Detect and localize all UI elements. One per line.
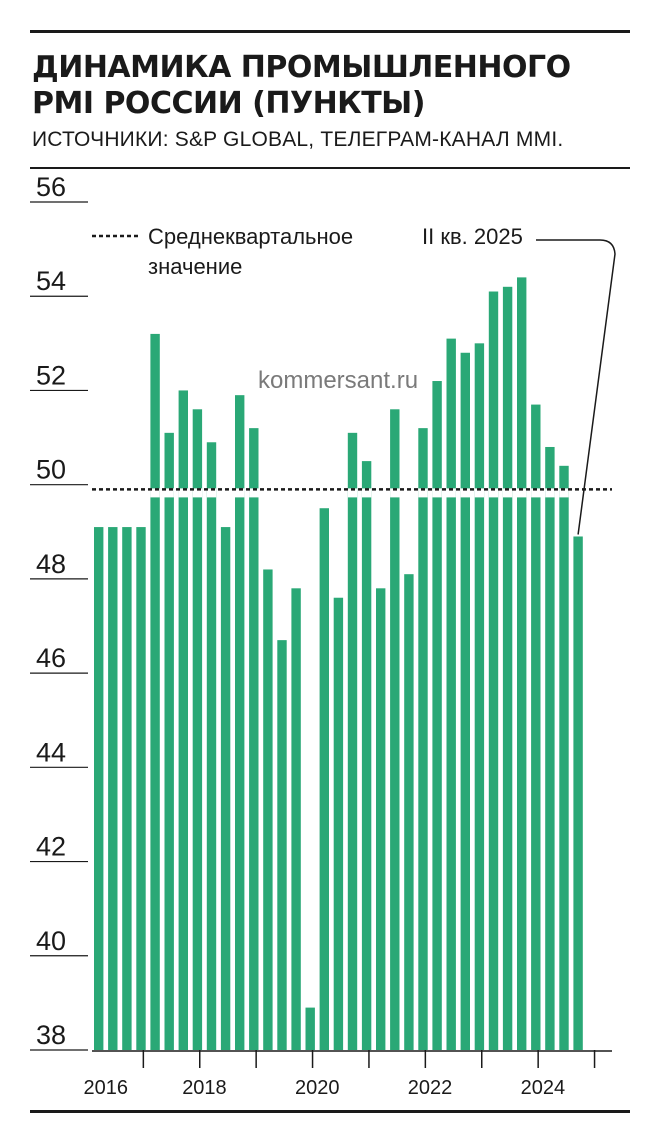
bar-4	[136, 527, 146, 1050]
y-tick-label-48: 48	[36, 549, 66, 579]
chart-title: ДИНАМИКА ПРОМЫШЛЕННОГО PMI РОССИИ (ПУНКТ…	[32, 50, 632, 122]
legend-label-line-2: значение	[148, 254, 242, 279]
bar-22	[390, 409, 400, 1050]
bar-35	[573, 536, 583, 1050]
bar-5-gap	[150, 488, 160, 498]
x-tick-label-2020: 2020	[295, 1077, 340, 1099]
bar-25-gap	[432, 488, 442, 498]
bar-30	[502, 286, 513, 1050]
bar-29	[488, 291, 499, 1050]
bar-32	[531, 404, 541, 1051]
chart-title-line-2: PMI РОССИИ (ПУНКТЫ)	[32, 86, 425, 121]
bar-27	[460, 352, 470, 1050]
header-rule	[30, 167, 630, 169]
bar-17	[319, 508, 329, 1051]
x-tick-label-2022: 2022	[408, 1077, 453, 1099]
bar-34-gap	[559, 488, 569, 498]
bar-28-gap	[474, 488, 485, 498]
bar-6	[164, 432, 174, 1051]
bar-21	[376, 588, 386, 1050]
bar-2	[108, 527, 118, 1050]
bar-1	[94, 527, 104, 1050]
bar-25	[432, 381, 442, 1050]
bar-19-gap	[347, 488, 358, 498]
bar-29-gap	[488, 488, 499, 498]
bar-20	[361, 461, 372, 1050]
bar-9	[206, 442, 217, 1050]
bar-31	[517, 277, 527, 1050]
bar-24-gap	[418, 488, 428, 498]
bar-34	[559, 465, 569, 1050]
bar-7	[178, 390, 188, 1050]
bar-19	[347, 432, 358, 1051]
annotation-leader-line	[536, 239, 616, 535]
chart-subtitle: ИСТОЧНИКИ: S&P GLOBAL, ТЕЛЕГРАМ-КАНАЛ MM…	[32, 128, 564, 151]
bar-12	[249, 428, 259, 1050]
x-axis: 2016 2018 2020 2022 2024	[84, 1050, 612, 1099]
bar-12-gap	[249, 488, 259, 498]
y-tick-label-44: 44	[36, 737, 66, 767]
bars-group	[94, 277, 583, 1051]
bar-11	[235, 395, 245, 1050]
y-tick-label-40: 40	[36, 926, 66, 956]
bar-20-gap	[361, 488, 372, 498]
x-tick-label-2018: 2018	[182, 1077, 227, 1099]
bar-6-gap	[164, 488, 174, 498]
bar-33	[545, 446, 555, 1051]
y-tick-label-50: 50	[36, 455, 66, 485]
y-axis: 56 54 52 50 48 46 44 42 40 38	[30, 172, 88, 1051]
bar-16	[305, 1007, 315, 1050]
y-tick-label-38: 38	[36, 1020, 66, 1050]
y-tick-label-52: 52	[36, 360, 66, 390]
bar-30-gap	[502, 488, 513, 498]
watermark: kommersant.ru	[258, 367, 418, 394]
bar-13	[263, 569, 273, 1050]
x-tick-label-2024: 2024	[521, 1077, 566, 1099]
y-tick-label-46: 46	[36, 643, 66, 673]
bar-14	[277, 640, 287, 1050]
y-tick-label-42: 42	[36, 832, 66, 862]
bar-32-gap	[531, 488, 541, 498]
legend-label-line-1: Среднеквартальное	[148, 224, 353, 249]
bar-22-gap	[390, 488, 400, 498]
bar-26-gap	[446, 488, 456, 498]
bar-28	[474, 343, 485, 1051]
top-rule	[30, 30, 630, 33]
y-tick-label-56: 56	[36, 172, 66, 202]
bar-10	[220, 527, 231, 1050]
last-quarter-annotation: II кв. 2025	[422, 224, 616, 535]
y-tick-label-54: 54	[36, 266, 66, 296]
bar-8-gap	[192, 488, 203, 498]
bar-23	[404, 574, 414, 1050]
bar-5	[150, 333, 160, 1050]
bar-31-gap	[517, 488, 527, 498]
bar-7-gap	[178, 488, 188, 498]
bottom-rule	[30, 1110, 630, 1113]
legend: Среднеквартальное значение	[92, 224, 353, 279]
bar-24	[418, 428, 428, 1050]
x-tick-label-2016: 2016	[84, 1077, 129, 1099]
bar-11-gap	[235, 488, 245, 498]
bar-3	[122, 527, 132, 1050]
bar-27-gap	[460, 488, 470, 498]
bar-33-gap	[545, 488, 555, 498]
chart-title-line-1: ДИНАМИКА ПРОМЫШЛЕННОГО	[32, 50, 571, 85]
bar-18	[333, 597, 344, 1050]
bar-9-gap	[206, 488, 217, 498]
annotation-label: II кв. 2025	[422, 224, 523, 249]
bar-15	[291, 588, 301, 1050]
bar-8	[192, 409, 203, 1050]
bar-26	[446, 338, 456, 1050]
